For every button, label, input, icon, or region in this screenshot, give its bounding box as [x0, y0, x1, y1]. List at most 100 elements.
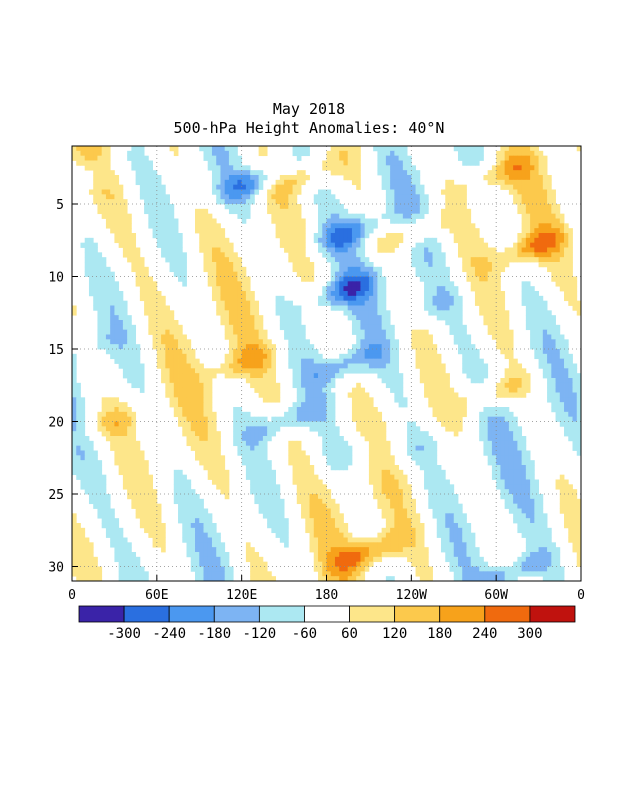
anomaly-cell — [508, 339, 514, 345]
anomaly-cell — [271, 189, 276, 195]
anomaly-cell — [457, 397, 463, 403]
anomaly-cell — [525, 286, 531, 292]
anomaly-cell — [568, 411, 573, 418]
anomaly-cell — [296, 469, 302, 476]
anomaly-cell — [318, 189, 323, 195]
anomaly-cell — [114, 518, 120, 524]
anomaly-cell — [551, 276, 556, 282]
anomaly-cell — [343, 353, 349, 360]
anomaly-cell — [508, 426, 514, 432]
anomaly-cell — [318, 494, 323, 500]
anomaly-cell — [390, 324, 395, 331]
anomaly-cell — [504, 155, 510, 161]
anomaly-cell — [224, 150, 230, 157]
anomaly-cell — [487, 431, 493, 437]
anomaly-cell — [394, 344, 400, 350]
anomaly-cell — [504, 465, 510, 471]
anomaly-cell — [449, 407, 455, 413]
anomaly-cell — [288, 199, 293, 205]
anomaly-cell — [203, 155, 209, 161]
anomaly-cell — [220, 179, 226, 186]
anomaly-cell — [470, 146, 476, 152]
anomaly-cell — [568, 489, 573, 495]
anomaly-cell — [101, 315, 107, 321]
anomaly-cell — [542, 339, 548, 345]
anomaly-cell — [254, 320, 260, 326]
anomaly-cell — [373, 324, 378, 331]
anomaly-cell — [513, 199, 518, 205]
anomaly-cell — [572, 436, 578, 442]
anomaly-cell — [203, 411, 209, 418]
anomaly-cell — [169, 213, 175, 219]
anomaly-cell — [322, 445, 327, 451]
anomaly-cell — [398, 213, 404, 219]
anomaly-cell — [547, 339, 552, 345]
anomaly-cell — [110, 208, 115, 215]
anomaly-cell — [568, 402, 573, 408]
anomaly-cell — [479, 281, 484, 287]
anomaly-cell — [339, 300, 344, 306]
anomaly-cell — [491, 276, 497, 282]
anomaly-cell — [288, 329, 293, 335]
anomaly-cell — [207, 276, 213, 282]
anomaly-cell — [496, 440, 501, 447]
anomaly-cell — [309, 527, 315, 534]
anomaly-cell — [432, 276, 438, 282]
anomaly-cell — [339, 257, 344, 263]
anomaly-cell — [407, 160, 412, 166]
anomaly-cell — [449, 305, 455, 311]
anomaly-cell — [237, 373, 243, 379]
anomaly-cell — [568, 281, 573, 287]
anomaly-cell — [245, 199, 251, 205]
anomaly-cell — [195, 498, 200, 505]
anomaly-cell — [432, 358, 438, 364]
anomaly-cell — [432, 402, 438, 408]
anomaly-cell — [394, 508, 400, 514]
anomaly-cell — [347, 276, 353, 282]
anomaly-cell — [190, 523, 196, 529]
anomaly-cell — [436, 295, 442, 302]
anomaly-cell — [568, 431, 573, 437]
anomaly-cell — [97, 150, 103, 157]
anomaly-cell — [547, 353, 552, 360]
anomaly-cell — [131, 503, 137, 509]
anomaly-cell — [169, 392, 175, 398]
anomaly-cell — [254, 498, 260, 505]
anomaly-cell — [131, 266, 137, 273]
anomaly-cell — [199, 455, 204, 461]
anomaly-cell — [292, 237, 298, 244]
anomaly-cell — [228, 329, 234, 335]
anomaly-cell — [305, 257, 310, 263]
anomaly-cell — [97, 508, 103, 514]
anomaly-cell — [114, 300, 120, 306]
anomaly-cell — [139, 378, 145, 384]
anomaly-cell — [555, 402, 561, 408]
anomaly-cell — [504, 353, 510, 360]
anomaly-cell — [182, 252, 187, 258]
anomaly-cell — [241, 175, 247, 181]
anomaly-cell — [572, 407, 578, 413]
anomaly-cell — [118, 320, 124, 326]
anomaly-cell — [398, 508, 404, 514]
anomaly-cell — [364, 344, 370, 350]
anomaly-cell — [559, 411, 565, 418]
anomaly-cell — [500, 349, 506, 355]
anomaly-cell — [135, 353, 141, 360]
anomaly-cell — [500, 305, 506, 311]
anomaly-cell — [436, 363, 442, 369]
anomaly-cell — [508, 155, 514, 161]
anomaly-cell — [211, 184, 217, 190]
anomaly-cell — [288, 440, 293, 447]
anomaly-cell — [296, 252, 302, 258]
anomaly-cell — [551, 271, 556, 277]
anomaly-cell — [377, 368, 383, 374]
anomaly-cell — [428, 479, 433, 485]
anomaly-cell — [131, 155, 137, 161]
anomaly-cell — [258, 421, 264, 427]
anomaly-cell — [572, 286, 578, 292]
anomaly-cell — [301, 276, 306, 282]
anomaly-cell — [466, 358, 472, 364]
anomaly-cell — [551, 363, 556, 369]
anomaly-cell — [101, 291, 107, 297]
anomaly-cell — [390, 213, 395, 219]
